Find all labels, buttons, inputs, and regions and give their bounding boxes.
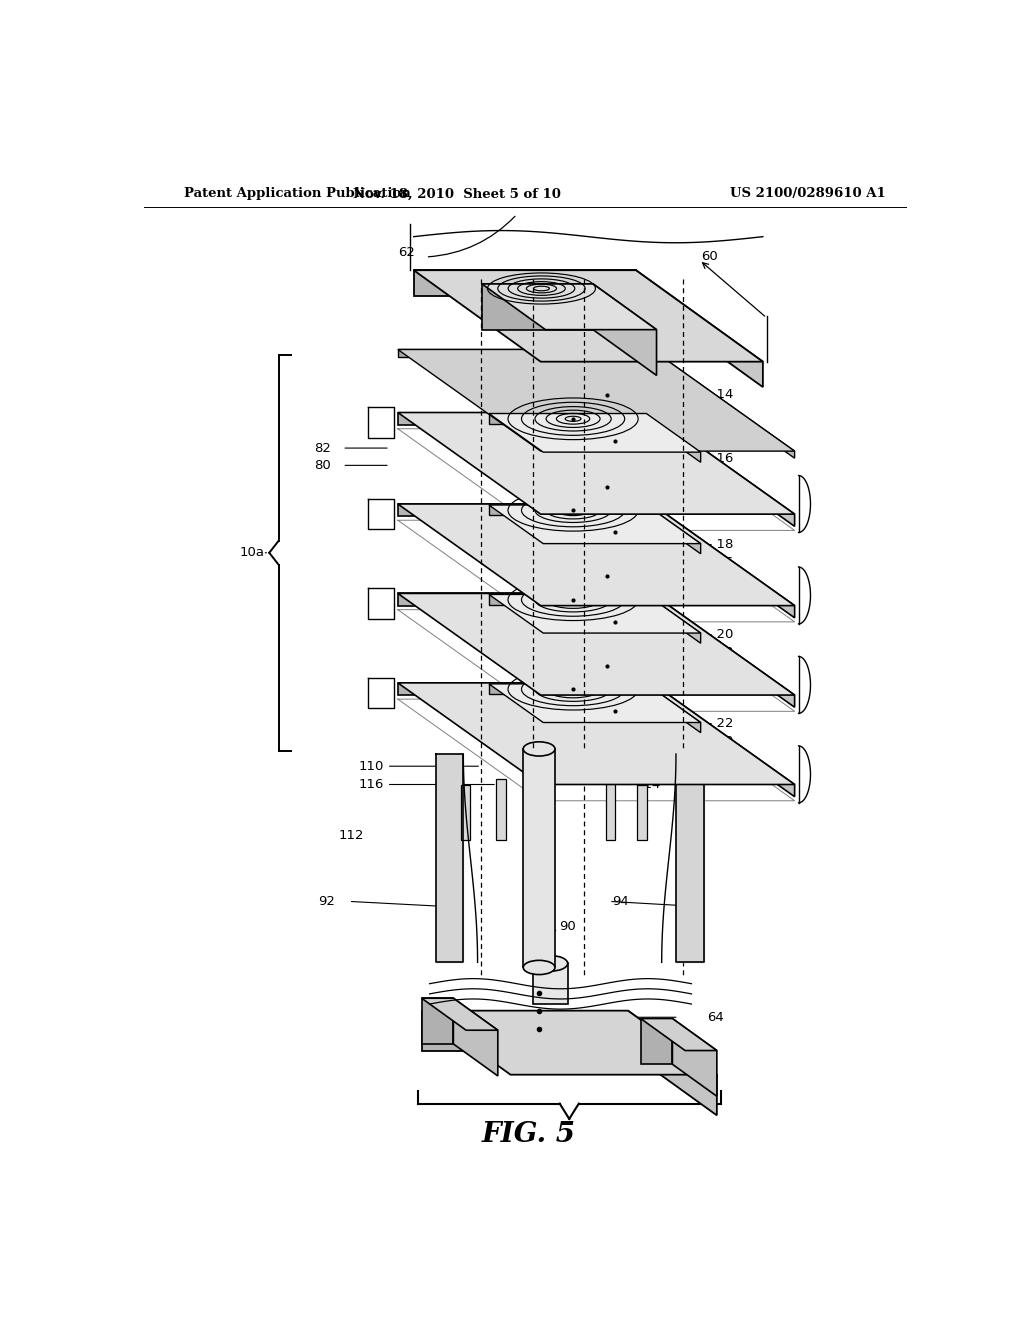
Polygon shape bbox=[652, 412, 795, 527]
Polygon shape bbox=[397, 594, 652, 606]
Text: 106: 106 bbox=[636, 760, 662, 772]
Bar bbox=[638, 784, 647, 841]
Ellipse shape bbox=[532, 956, 567, 972]
Polygon shape bbox=[488, 506, 646, 515]
Polygon shape bbox=[397, 682, 795, 784]
Bar bbox=[497, 779, 506, 841]
Polygon shape bbox=[397, 350, 795, 451]
Text: 82: 82 bbox=[314, 442, 332, 454]
Text: 64: 64 bbox=[708, 1011, 724, 1024]
Text: — 50: — 50 bbox=[699, 735, 734, 748]
Polygon shape bbox=[652, 504, 795, 618]
Polygon shape bbox=[422, 1011, 717, 1074]
Text: 110: 110 bbox=[358, 760, 384, 772]
Text: US 2100/0289610 A1: US 2100/0289610 A1 bbox=[729, 187, 886, 201]
Polygon shape bbox=[646, 684, 700, 733]
Bar bbox=[532, 964, 567, 1005]
Text: 114: 114 bbox=[636, 777, 662, 791]
Polygon shape bbox=[454, 998, 498, 1076]
Text: Nov. 18, 2010  Sheet 5 of 10: Nov. 18, 2010 Sheet 5 of 10 bbox=[353, 187, 561, 201]
Text: — 36: — 36 bbox=[699, 404, 734, 417]
Polygon shape bbox=[641, 1019, 673, 1064]
Polygon shape bbox=[414, 271, 763, 362]
Polygon shape bbox=[397, 504, 652, 516]
Bar bbox=[523, 748, 555, 968]
Text: 112: 112 bbox=[338, 829, 364, 842]
Polygon shape bbox=[482, 284, 656, 330]
Polygon shape bbox=[488, 413, 646, 424]
Polygon shape bbox=[422, 998, 454, 1044]
Polygon shape bbox=[397, 412, 795, 515]
Polygon shape bbox=[676, 754, 703, 962]
Text: — 18: — 18 bbox=[699, 539, 734, 552]
Polygon shape bbox=[673, 1019, 717, 1097]
Text: 90: 90 bbox=[559, 920, 575, 933]
Polygon shape bbox=[488, 684, 700, 722]
Text: — 44: — 44 bbox=[699, 470, 733, 483]
Polygon shape bbox=[488, 684, 646, 694]
Bar bbox=[606, 779, 615, 841]
Polygon shape bbox=[646, 506, 700, 554]
Polygon shape bbox=[652, 682, 795, 797]
Polygon shape bbox=[641, 1019, 717, 1051]
Polygon shape bbox=[414, 271, 636, 296]
Polygon shape bbox=[652, 350, 795, 458]
Polygon shape bbox=[397, 682, 652, 696]
Text: 94: 94 bbox=[612, 895, 629, 908]
Bar bbox=[531, 784, 542, 841]
Bar bbox=[461, 784, 470, 841]
Text: Patent Application Publication: Patent Application Publication bbox=[183, 187, 411, 201]
Text: — 48: — 48 bbox=[699, 645, 733, 659]
Text: FIG. 5: FIG. 5 bbox=[481, 1121, 575, 1147]
Polygon shape bbox=[435, 754, 463, 962]
Polygon shape bbox=[422, 1011, 628, 1051]
Text: 80: 80 bbox=[314, 459, 331, 471]
Text: — 16: — 16 bbox=[699, 451, 734, 465]
Polygon shape bbox=[646, 413, 700, 462]
Polygon shape bbox=[422, 998, 498, 1030]
Polygon shape bbox=[397, 504, 795, 606]
Ellipse shape bbox=[523, 961, 555, 974]
Text: — 22: — 22 bbox=[699, 717, 734, 730]
Text: — 84: — 84 bbox=[699, 437, 733, 450]
Text: 92: 92 bbox=[318, 895, 335, 908]
Polygon shape bbox=[646, 594, 700, 643]
Polygon shape bbox=[397, 412, 652, 425]
Polygon shape bbox=[397, 350, 652, 356]
Polygon shape bbox=[652, 594, 795, 708]
Polygon shape bbox=[397, 594, 795, 696]
Text: 62: 62 bbox=[397, 247, 415, 260]
Polygon shape bbox=[636, 271, 763, 387]
Text: 10a: 10a bbox=[240, 546, 264, 560]
Ellipse shape bbox=[523, 742, 555, 756]
Polygon shape bbox=[488, 413, 700, 453]
Polygon shape bbox=[488, 594, 700, 634]
Polygon shape bbox=[488, 594, 646, 605]
Text: — 46: — 46 bbox=[699, 557, 733, 569]
Polygon shape bbox=[488, 506, 700, 544]
Text: 60: 60 bbox=[701, 251, 718, 264]
Text: — 14: — 14 bbox=[699, 388, 734, 401]
Polygon shape bbox=[628, 1011, 717, 1115]
Polygon shape bbox=[593, 284, 656, 375]
Polygon shape bbox=[482, 284, 593, 330]
Text: — 20: — 20 bbox=[699, 627, 734, 640]
Text: 116: 116 bbox=[358, 777, 384, 791]
